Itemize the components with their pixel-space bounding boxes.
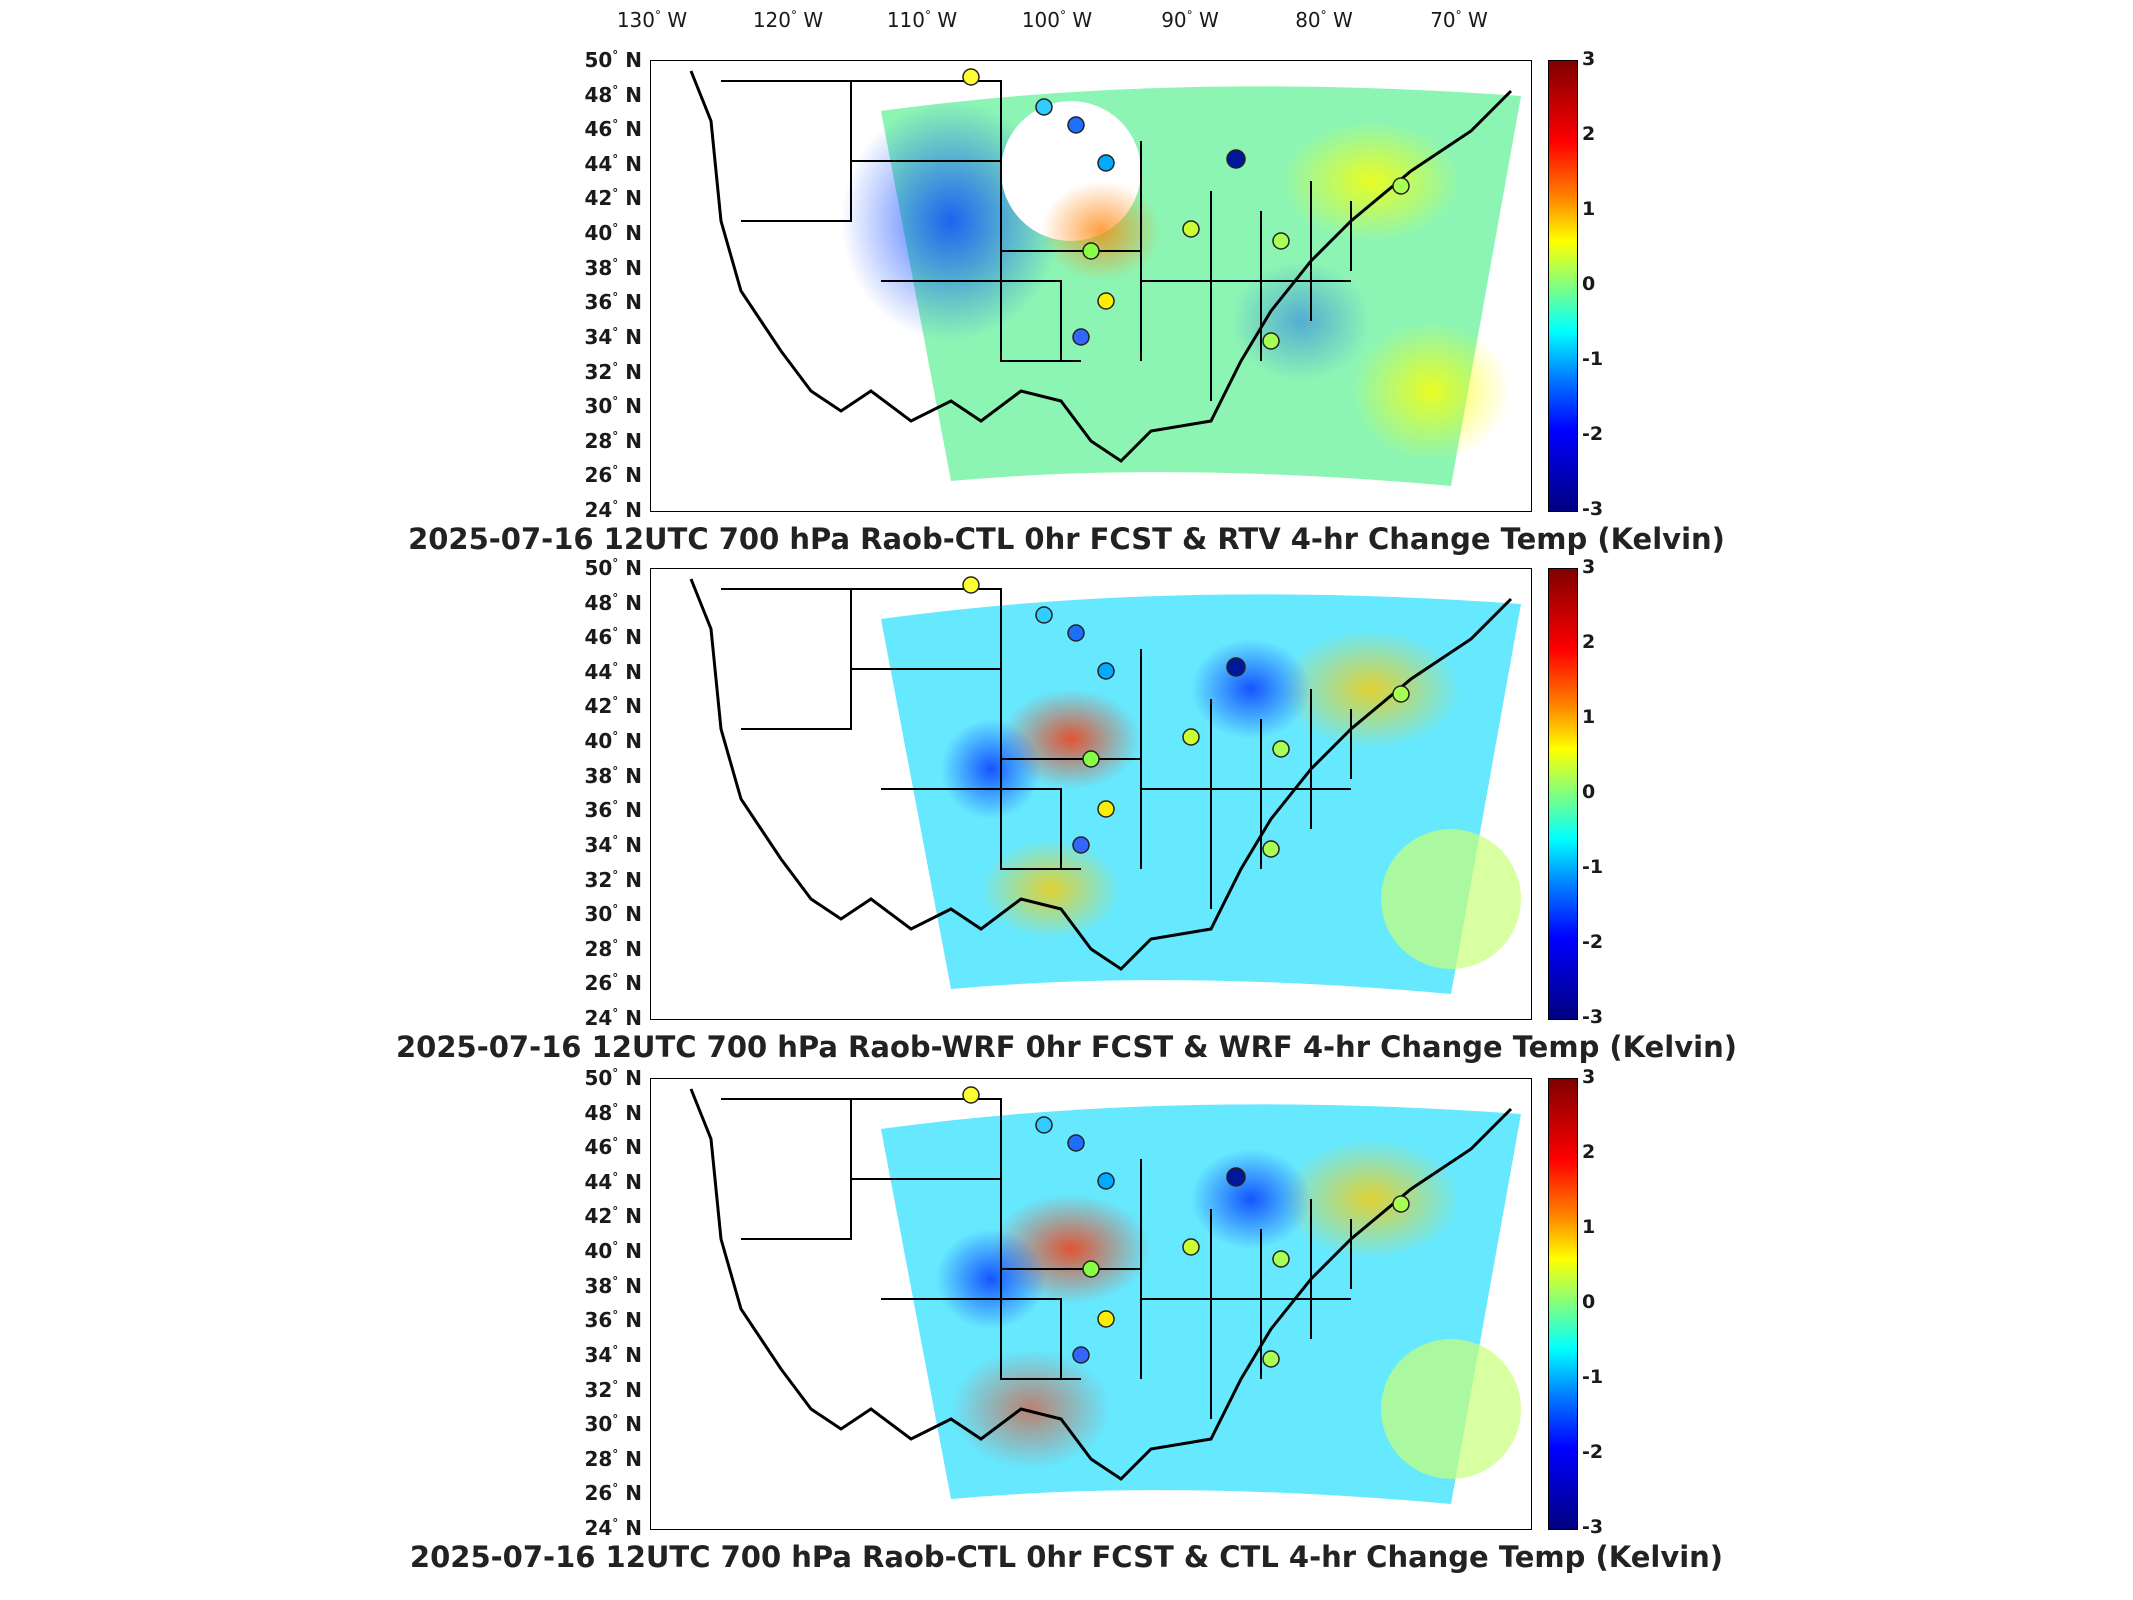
colorbar-tick: 2 xyxy=(1582,631,1596,653)
colorbar-tick: -2 xyxy=(1582,423,1604,445)
lat-label: 34° N xyxy=(584,832,642,857)
lat-label: 30° N xyxy=(584,394,642,419)
lon-label-80: 80° W xyxy=(1295,8,1353,32)
lat-label: 48° N xyxy=(584,1100,642,1125)
lat-label: 44° N xyxy=(584,659,642,684)
lon-label-90: 90° W xyxy=(1161,8,1219,32)
colorbar-tick: -3 xyxy=(1582,1006,1604,1028)
lat-label: 30° N xyxy=(584,902,642,927)
lat-label: 34° N xyxy=(584,324,642,349)
lat-label: 46° N xyxy=(584,625,642,650)
lon-label-70: 70° W xyxy=(1430,8,1488,32)
lat-label: 26° N xyxy=(584,971,642,996)
colorbar-tick: -1 xyxy=(1582,348,1604,370)
lat-label: 38° N xyxy=(584,763,642,788)
colorbar-tick: -3 xyxy=(1582,1516,1604,1538)
lat-label: 24° N xyxy=(584,1516,642,1540)
coastline xyxy=(689,70,1513,463)
lat-label: 42° N xyxy=(584,1204,642,1229)
colorbar-3 xyxy=(1548,1078,1578,1530)
colorbar-tick: 1 xyxy=(1582,198,1596,220)
colorbar-tick: 3 xyxy=(1582,1066,1596,1088)
lat-label: 50° N xyxy=(584,48,642,72)
lat-label: 40° N xyxy=(584,729,642,754)
colorbar-tick: -2 xyxy=(1582,931,1604,953)
lat-label: 26° N xyxy=(584,463,642,488)
map-panel-2 xyxy=(650,568,1532,1020)
map-panel-1 xyxy=(650,60,1532,512)
lat-label: 48° N xyxy=(584,82,642,107)
lat-label: 32° N xyxy=(584,867,642,892)
lat-label: 30° N xyxy=(584,1412,642,1437)
lat-label: 28° N xyxy=(584,936,642,961)
lat-label: 28° N xyxy=(584,428,642,453)
colorbar-tick: -1 xyxy=(1582,1366,1604,1388)
map-panel-2-graphic xyxy=(689,576,1521,994)
colorbar-tick: 3 xyxy=(1582,48,1596,70)
map-panel-3 xyxy=(650,1078,1532,1530)
colorbar-tick: 0 xyxy=(1582,273,1596,295)
lat-label: 36° N xyxy=(584,1308,642,1333)
colorbar-tick: -2 xyxy=(1582,1441,1604,1463)
colorbar-tick: 0 xyxy=(1582,1291,1596,1313)
lat-label: 42° N xyxy=(584,186,642,211)
coastline xyxy=(689,1088,1513,1481)
lat-label: 44° N xyxy=(584,151,642,176)
lat-label: 40° N xyxy=(584,1239,642,1264)
colorbar-1 xyxy=(1548,60,1578,512)
colorbar-2 xyxy=(1548,568,1578,1020)
lat-label: 24° N xyxy=(584,1006,642,1030)
lat-label: 38° N xyxy=(584,1273,642,1298)
colorbar-tick: 1 xyxy=(1582,706,1596,728)
lat-label: 48° N xyxy=(584,590,642,615)
lat-label: 32° N xyxy=(584,359,642,384)
lon-label-120: 120° W xyxy=(752,8,824,32)
panel-3-title: 2025-07-16 12UTC 700 hPa Raob-CTL 0hr FC… xyxy=(409,1540,1724,1574)
colorbar-tick: 0 xyxy=(1582,781,1596,803)
map-panel-3-graphic xyxy=(689,1086,1521,1504)
colorbar-tick: 1 xyxy=(1582,1216,1596,1238)
lon-label-100: 100° W xyxy=(1021,8,1093,32)
colorbar-tick: -1 xyxy=(1582,856,1604,878)
lat-label: 34° N xyxy=(584,1342,642,1367)
state-borders xyxy=(721,1098,1352,1419)
lat-label: 32° N xyxy=(584,1377,642,1402)
colorbar-tick: 2 xyxy=(1582,123,1596,145)
lat-label: 26° N xyxy=(584,1481,642,1506)
lat-label: 38° N xyxy=(584,255,642,280)
state-borders xyxy=(721,588,1352,909)
panel-2-title: 2025-07-16 12UTC 700 hPa Raob-WRF 0hr FC… xyxy=(395,1030,1737,1064)
lat-label: 42° N xyxy=(584,694,642,719)
colorbar-tick: -3 xyxy=(1582,498,1604,520)
lat-label: 24° N xyxy=(584,498,642,522)
map-panel-1-graphic xyxy=(689,68,1521,486)
lat-label: 50° N xyxy=(584,1066,642,1090)
coastline xyxy=(689,578,1513,971)
colorbar-tick: 2 xyxy=(1582,1141,1596,1163)
lat-label: 46° N xyxy=(584,1135,642,1160)
lat-label: 46° N xyxy=(584,117,642,142)
panel-1-title: 2025-07-16 12UTC 700 hPa Raob-CTL 0hr FC… xyxy=(408,522,1725,556)
lat-label: 44° N xyxy=(584,1169,642,1194)
lat-label: 40° N xyxy=(584,221,642,246)
lat-label: 50° N xyxy=(584,556,642,580)
lat-label: 36° N xyxy=(584,798,642,823)
lat-label: 36° N xyxy=(584,290,642,315)
lat-label: 28° N xyxy=(584,1446,642,1471)
state-borders xyxy=(721,80,1352,401)
lon-label-110: 110° W xyxy=(886,8,958,32)
lon-label-130: 130° W xyxy=(616,8,688,32)
colorbar-tick: 3 xyxy=(1582,556,1596,578)
